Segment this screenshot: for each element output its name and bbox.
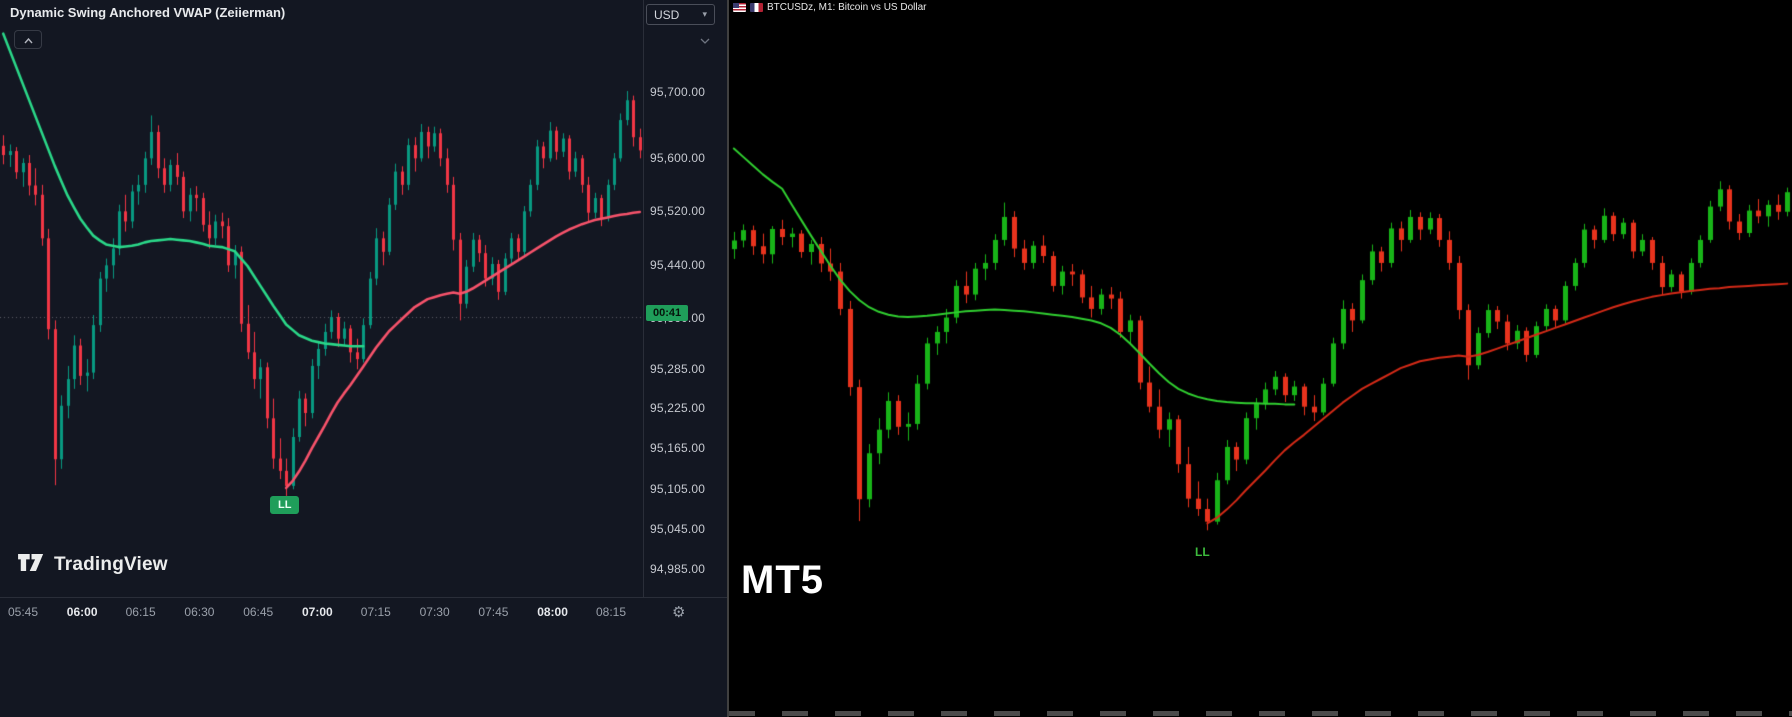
price-axis[interactable]: 00:41 95,700.00 95,600.00 95,520.00 95,440.… [643, 0, 728, 597]
mt5-chart-header: BTCUSDz, M1: Bitcoin vs US Dollar [733, 2, 926, 13]
mt5-chart-canvas[interactable] [729, 14, 1792, 700]
time-axis-label: 08:15 [596, 605, 627, 619]
currency-selector-value: USD [654, 7, 680, 22]
mt5-scrollbar-ticks[interactable] [729, 711, 1792, 716]
tradingview-logo-text: TradingView [54, 554, 168, 575]
price-scale-chevron-down-icon[interactable] [700, 31, 710, 49]
gear-icon[interactable]: ⚙ [672, 604, 686, 621]
flag-icon-quote [750, 3, 763, 12]
bar-countdown-badge: 00:41 [646, 305, 689, 321]
mt5-watermark: MT5 [741, 558, 824, 602]
panel-divider [727, 0, 729, 717]
time-axis-label: 07:45 [478, 605, 509, 619]
price-tick-label: 95,105.00 [650, 482, 706, 496]
price-tick-label: 94,985.00 [650, 562, 706, 576]
price-tick-label: 95,440.00 [650, 258, 706, 272]
chevron-down-icon: ▾ [702, 9, 707, 19]
price-tick-label: 95,700.00 [650, 85, 706, 99]
price-tick-label: 95,520.00 [650, 204, 706, 218]
tradingview-logo[interactable]: TradingView [18, 554, 168, 576]
tradingview-chart-canvas[interactable] [0, 0, 643, 597]
time-axis-label: 07:30 [419, 605, 450, 619]
time-axis-label: 06:45 [243, 605, 274, 619]
time-axis-label: 07:00 [302, 605, 333, 619]
mt5-panel: BTCUSDz, M1: Bitcoin vs US Dollar LL MT5 [729, 0, 1792, 717]
time-axis-label: 06:00 [66, 605, 98, 619]
time-axis-label: 06:15 [125, 605, 156, 619]
tradingview-logo-icon [18, 554, 45, 576]
price-tick-label: 95,285.00 [650, 362, 706, 376]
tradingview-panel: Dynamic Swing Anchored VWAP (Zeiierman) … [0, 0, 727, 717]
lower-low-label: LL [1195, 545, 1210, 559]
symbol-title: BTCUSDz, M1: Bitcoin vs US Dollar [767, 2, 927, 13]
chevron-up-icon [23, 31, 33, 49]
price-tick-label: 95,600.00 [650, 151, 706, 165]
price-tick-label: 95,165.00 [650, 441, 706, 455]
lower-low-badge: LL [270, 496, 300, 514]
currency-selector[interactable]: USD ▾ [646, 4, 715, 25]
indicator-title: Dynamic Swing Anchored VWAP (Zeiierman) [10, 5, 286, 20]
price-tick-label: 95,225.00 [650, 401, 706, 415]
time-axis[interactable]: ⚙ 05:45 06:00 06:15 06:30 06:45 07:00 07:15 07:… [0, 597, 727, 628]
time-axis-label: 06:30 [184, 605, 215, 619]
time-axis-label: 07:15 [360, 605, 391, 619]
collapse-pane-button[interactable] [14, 30, 42, 49]
time-axis-label: 05:45 [8, 605, 39, 619]
time-axis-label: 08:00 [537, 605, 568, 619]
flag-icon-base [733, 3, 746, 12]
price-tick-label: 95,045.00 [650, 522, 706, 536]
